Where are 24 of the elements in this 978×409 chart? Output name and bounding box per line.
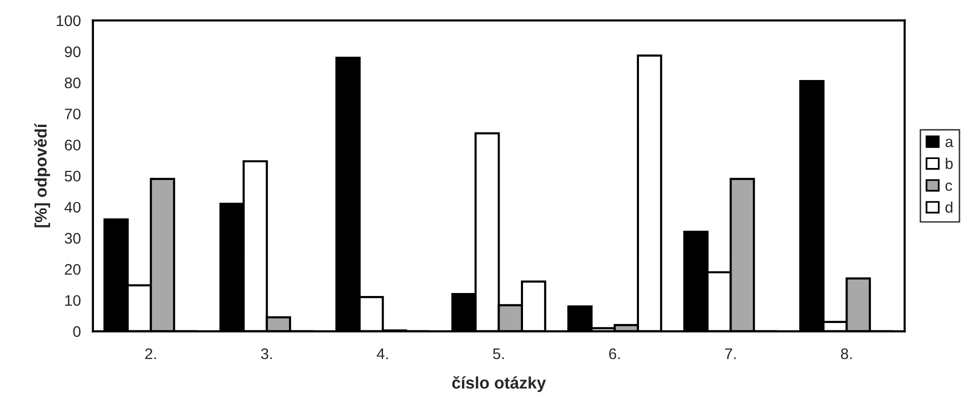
y-tick-label: 90 bbox=[64, 46, 81, 58]
x-axis-title: číslo otázky bbox=[452, 376, 546, 392]
x-tick-label: 6. bbox=[609, 348, 620, 360]
y-tick-label: 60 bbox=[64, 140, 81, 150]
y-tick-label: 20 bbox=[64, 264, 81, 275]
legend-label: d bbox=[945, 202, 952, 213]
x-tick-label: 7. bbox=[725, 348, 736, 360]
y-tick-label: 50 bbox=[64, 170, 81, 182]
x-tick-label: 3. bbox=[261, 348, 272, 360]
y-tick-label: 40 bbox=[64, 202, 81, 213]
y-tick-label: 80 bbox=[64, 77, 81, 88]
y-tick-label: 30 bbox=[64, 232, 81, 244]
legend-label: a bbox=[946, 138, 954, 148]
x-tick-label: 4. bbox=[376, 348, 388, 360]
y-tick-label: 70 bbox=[64, 108, 81, 120]
x-tick-label: 8. bbox=[840, 348, 852, 360]
y-tick-label: 100 bbox=[56, 15, 81, 26]
y-tick-label: 0 bbox=[73, 326, 81, 337]
x-tick-label: 5. bbox=[493, 348, 504, 360]
y-axis-title: [%] odpovědí bbox=[34, 123, 50, 228]
y-tick-label: 10 bbox=[65, 295, 81, 306]
legend-label: b bbox=[946, 158, 953, 170]
x-tick-label: 2. bbox=[145, 348, 156, 360]
legend-label: c bbox=[946, 182, 952, 191]
